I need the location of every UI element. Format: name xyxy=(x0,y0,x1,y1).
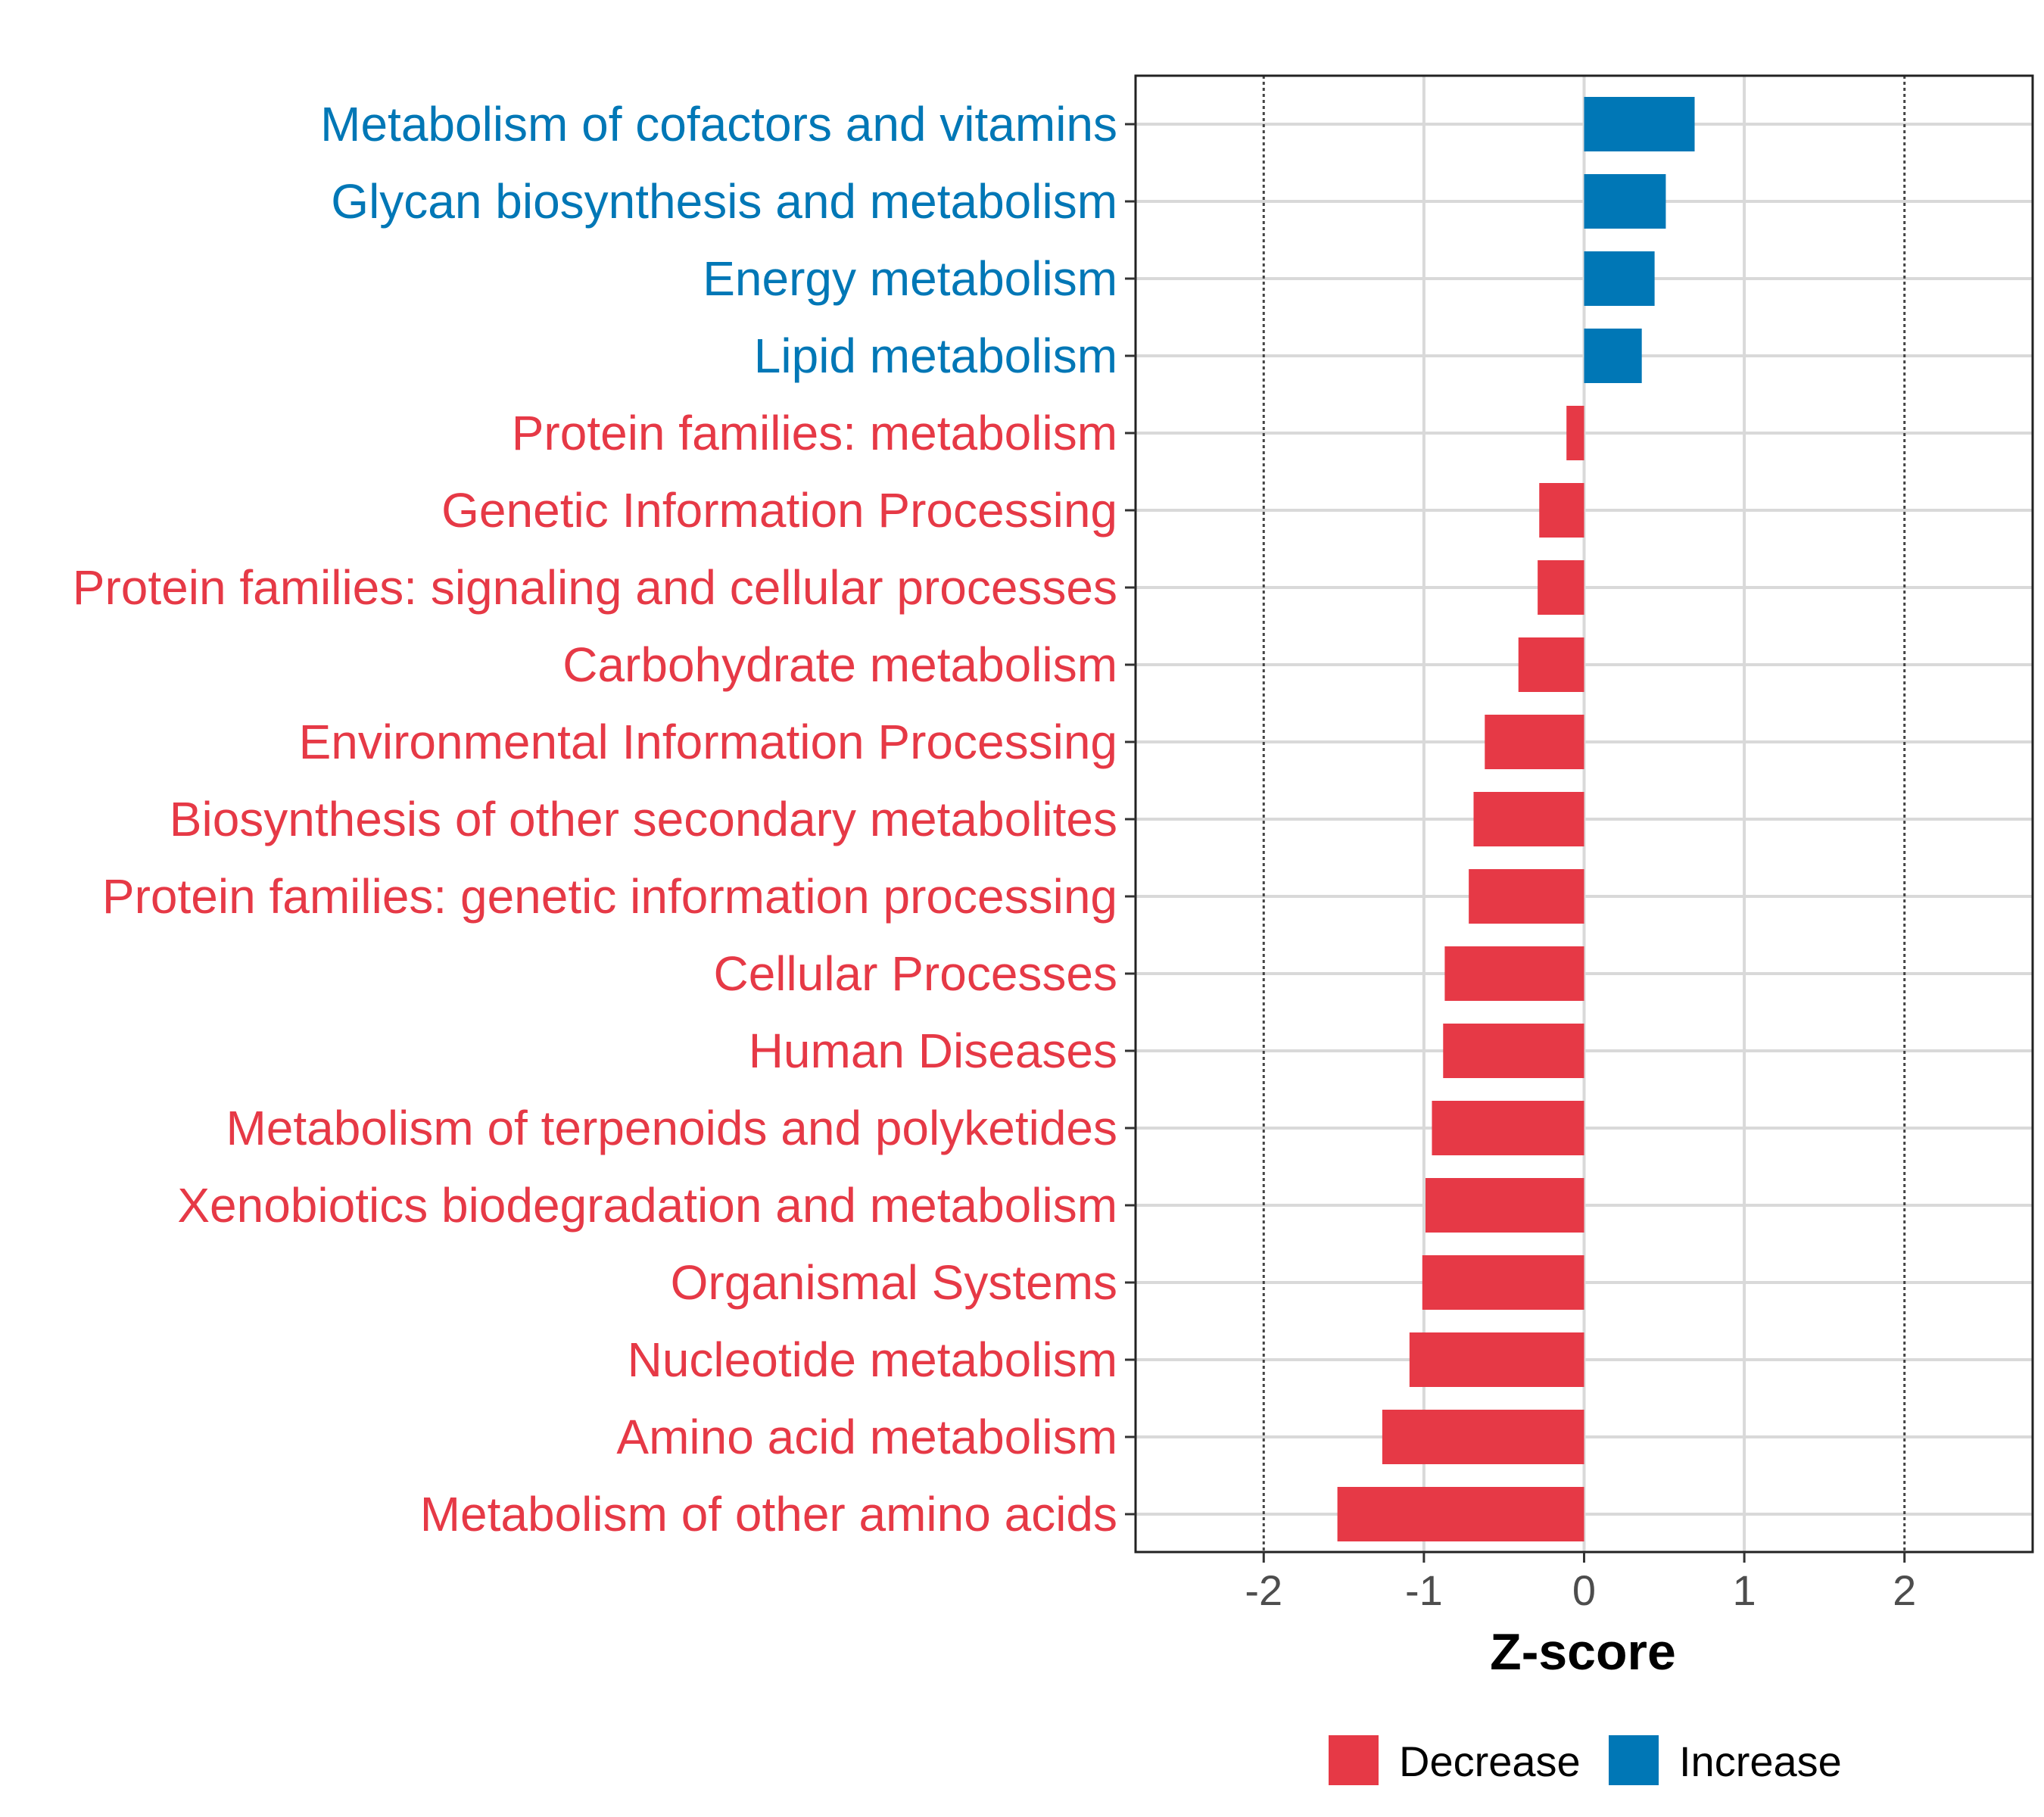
category-label: Organismal Systems xyxy=(671,1255,1117,1310)
category-label: Metabolism of other amino acids xyxy=(420,1487,1117,1541)
bar-protein-families-metabolism xyxy=(1566,406,1584,460)
x-tick-label: 0 xyxy=(1572,1566,1596,1614)
x-tick-label: 1 xyxy=(1733,1566,1756,1614)
category-label: Lipid metabolism xyxy=(754,329,1117,383)
legend-key-increase xyxy=(1609,1735,1659,1785)
category-label: Genetic Information Processing xyxy=(441,483,1117,538)
bar-xenobiotics-biodegradation-and-metabolism xyxy=(1426,1178,1584,1233)
x-axis-title: Z-score xyxy=(1490,1623,1676,1681)
legend-label-increase: Increase xyxy=(1679,1738,1842,1785)
bar-protein-families-signaling-and-cellular-processes xyxy=(1538,560,1584,615)
category-label: Protein families: metabolism xyxy=(512,406,1117,460)
category-label: Biosynthesis of other secondary metaboli… xyxy=(170,792,1117,846)
category-label: Xenobiotics biodegradation and metabolis… xyxy=(177,1178,1117,1233)
bar-metabolism-of-other-amino-acids xyxy=(1337,1487,1584,1541)
category-label: Metabolism of cofactors and vitamins xyxy=(320,97,1117,151)
bar-human-diseases xyxy=(1443,1024,1584,1078)
category-label: Energy metabolism xyxy=(703,251,1117,306)
x-tick-label: -1 xyxy=(1405,1566,1443,1614)
bar-carbohydrate-metabolism xyxy=(1518,637,1584,692)
category-label: Protein families: genetic information pr… xyxy=(102,869,1117,924)
bar-organismal-systems xyxy=(1422,1255,1584,1310)
reference-lines xyxy=(1262,76,1906,1552)
category-label: Cellular Processes xyxy=(713,946,1117,1001)
category-label: Amino acid metabolism xyxy=(616,1410,1117,1464)
category-label: Nucleotide metabolism xyxy=(628,1332,1117,1387)
legend: Decrease Increase xyxy=(1329,1735,1842,1785)
legend-key-decrease xyxy=(1329,1735,1379,1785)
bar-cellular-processes xyxy=(1444,946,1584,1001)
y-axis: Metabolism of cofactors and vitamins Glyc… xyxy=(73,97,1136,1541)
bars xyxy=(1337,97,1695,1541)
bar-glycan-biosynthesis-and-metabolism xyxy=(1584,174,1666,229)
x-tick-label: 2 xyxy=(1893,1566,1916,1614)
category-label: Glycan biosynthesis and metabolism xyxy=(331,174,1117,229)
x-axis: -2 -1 0 1 2 xyxy=(1245,1552,1916,1614)
bar-genetic-information-processing xyxy=(1539,483,1584,538)
bar-metabolism-of-terpenoids-and-polyketides xyxy=(1432,1101,1584,1155)
category-label: Human Diseases xyxy=(749,1024,1117,1078)
bar-environmental-information-processing xyxy=(1485,715,1584,769)
bar-biosynthesis-of-other-secondary-metabolites xyxy=(1473,792,1584,846)
category-label: Carbohydrate metabolism xyxy=(562,637,1117,692)
category-label: Metabolism of terpenoids and polyketides xyxy=(226,1101,1117,1155)
bar-amino-acid-metabolism xyxy=(1382,1410,1584,1464)
category-label: Protein families: signaling and cellular… xyxy=(73,560,1117,615)
bar-nucleotide-metabolism xyxy=(1409,1332,1584,1387)
bar-metabolism-of-cofactors-and-vitamins xyxy=(1584,97,1695,151)
bar-lipid-metabolism xyxy=(1584,329,1642,383)
x-tick-label: -2 xyxy=(1245,1566,1282,1614)
bar-energy-metabolism xyxy=(1584,251,1655,306)
category-label: Environmental Information Processing xyxy=(299,715,1117,769)
legend-label-decrease: Decrease xyxy=(1399,1738,1581,1785)
bar-protein-families-genetic-information-processing xyxy=(1469,869,1584,924)
